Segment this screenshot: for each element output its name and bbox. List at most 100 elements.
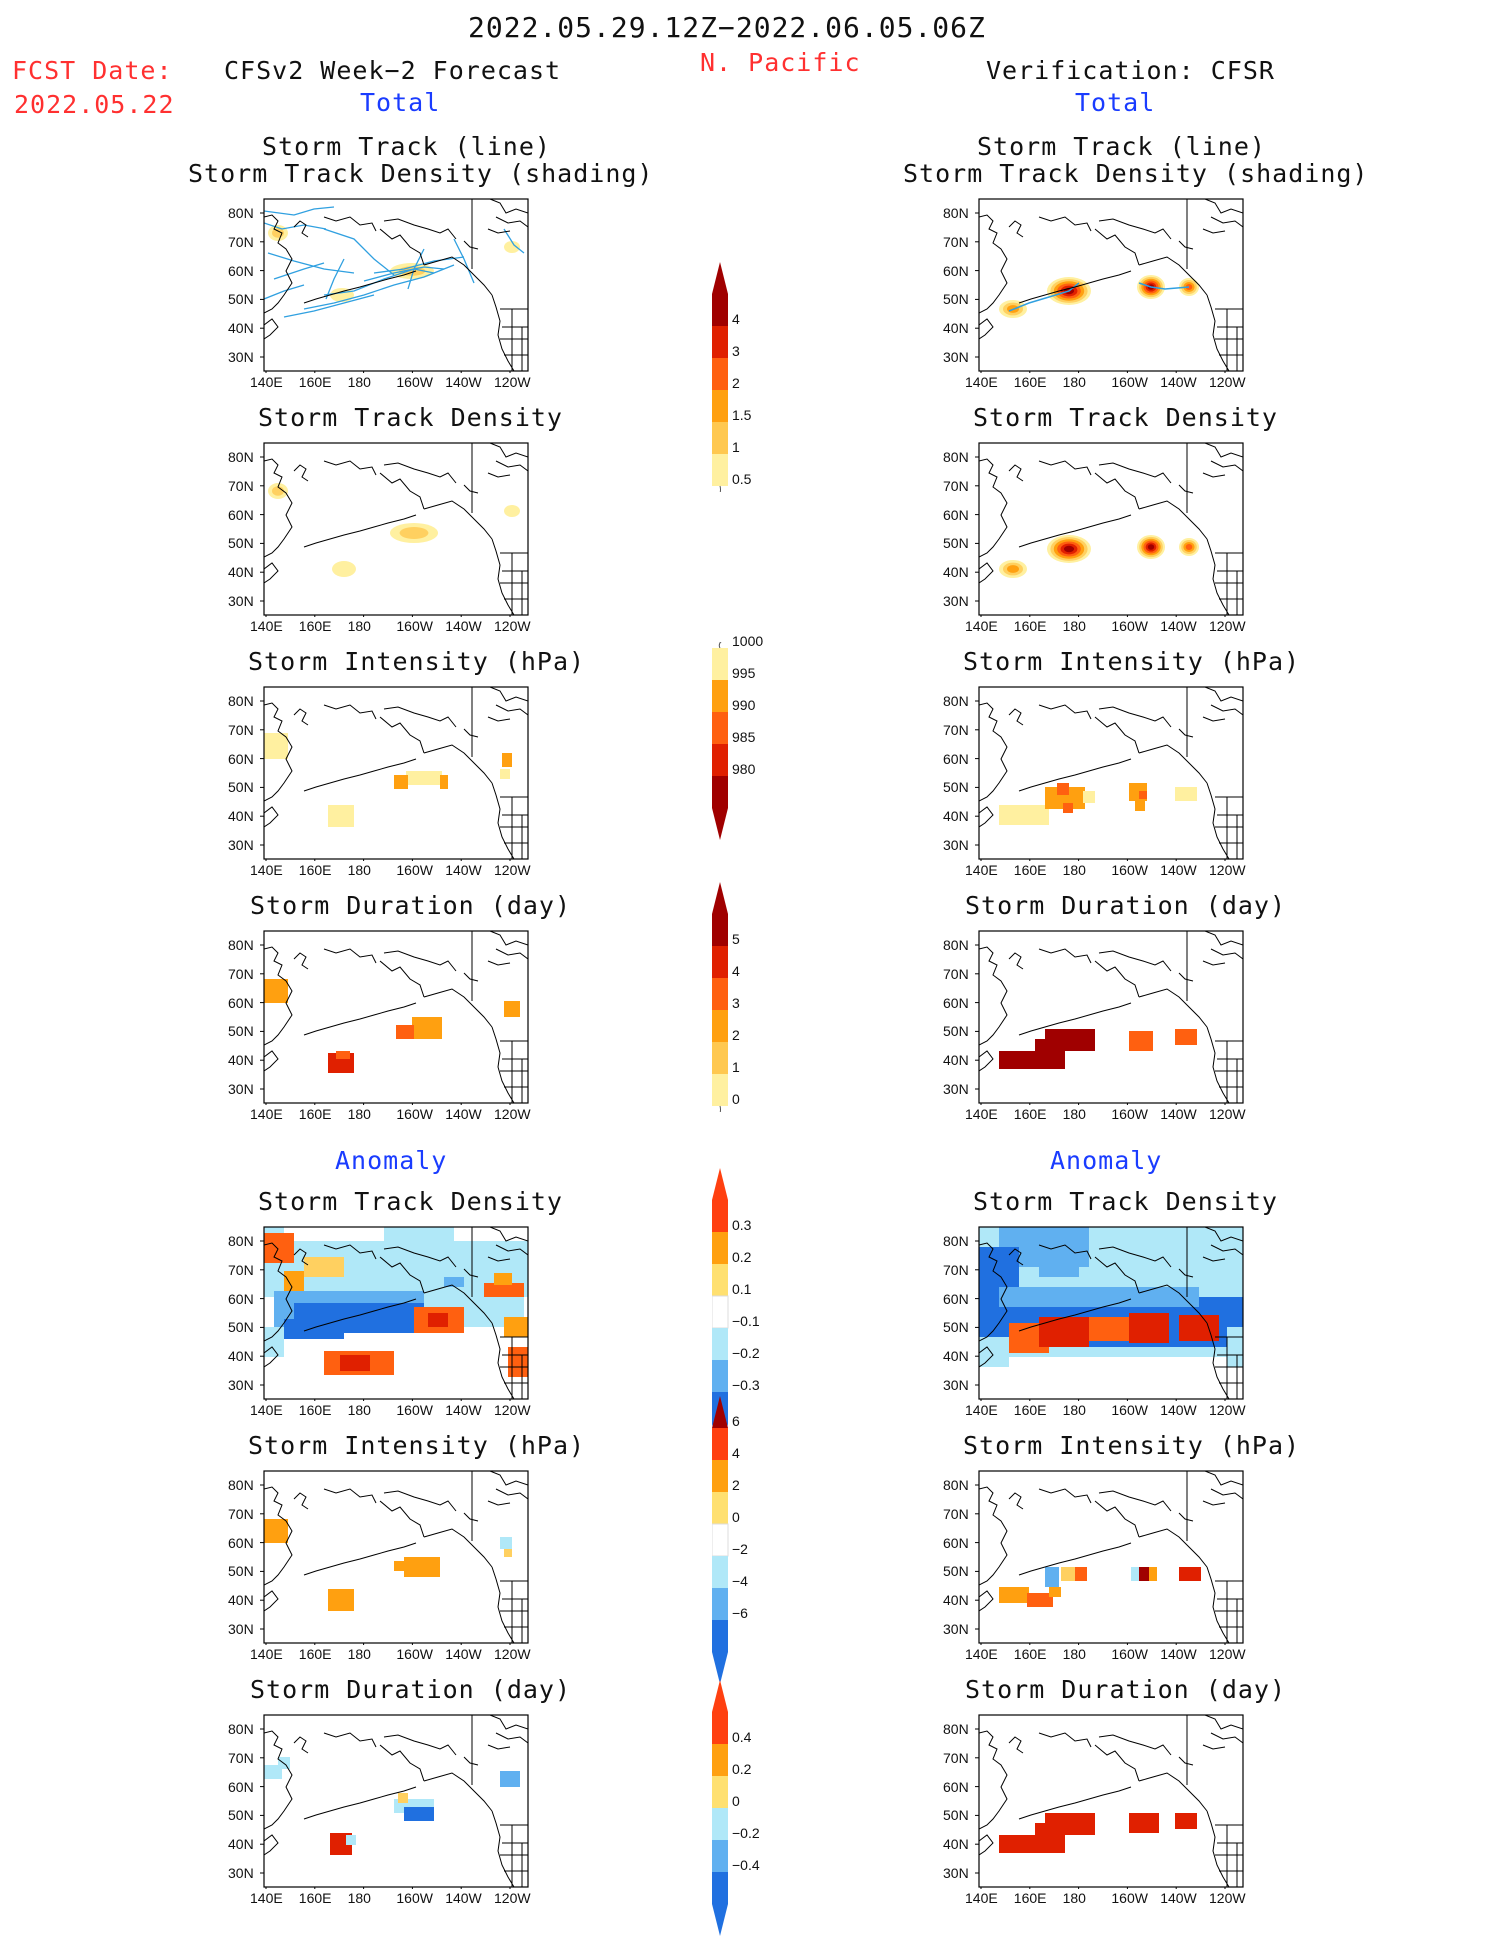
coastline — [293, 1736, 309, 1754]
lon-tick-label: 140W — [445, 1402, 482, 1418]
period-title: 2022.05.29.12Z−2022.06.05.06Z — [468, 11, 986, 44]
lat-tick-label: 70N — [228, 965, 254, 982]
lon-tick-label: 120W — [494, 1890, 531, 1906]
coastline — [1202, 1744, 1226, 1750]
lon-tick-label: 160W — [1111, 1106, 1148, 1122]
coastline — [489, 931, 528, 946]
lat-tick-label: 70N — [943, 965, 969, 982]
shaded-cell — [440, 775, 448, 789]
lon-tick-label: 120W — [1209, 1402, 1246, 1418]
coastline — [303, 1542, 417, 1576]
lat-tick-label: 30N — [943, 1081, 969, 1097]
coastline — [1038, 1244, 1092, 1260]
colorbar-label: 980 — [732, 761, 756, 777]
coastline — [979, 1050, 994, 1072]
shaded-cell — [396, 1025, 414, 1039]
colorbar-label: 0.2 — [732, 1249, 752, 1265]
colorbar-label: 1 — [732, 439, 740, 455]
coastline — [264, 702, 293, 802]
coastline — [264, 1834, 279, 1856]
lon-tick-label: 120W — [1209, 374, 1246, 390]
shaded-cell — [494, 1273, 512, 1285]
colorbar-swatch — [712, 454, 728, 486]
lat-tick-label: 80N — [228, 1477, 254, 1493]
lat-tick-label: 30N — [228, 1621, 254, 1637]
coastline — [1178, 1268, 1194, 1278]
coastline — [1210, 948, 1243, 960]
coastline — [1202, 228, 1226, 234]
coastline — [264, 318, 279, 340]
coastline — [487, 228, 511, 234]
coastline — [383, 218, 457, 240]
lon-tick-label: 180 — [347, 1106, 371, 1122]
coastline — [264, 1486, 293, 1586]
lat-tick-label: 70N — [228, 1505, 254, 1522]
lon-tick-label: 140W — [1160, 1646, 1197, 1662]
lat-tick-label: 60N — [943, 994, 969, 1011]
coastline — [1204, 1227, 1243, 1242]
lon-tick-label: 140W — [1160, 374, 1197, 390]
lon-tick-label: 160E — [1013, 862, 1047, 878]
shaded-cell — [1135, 799, 1145, 811]
coastline — [1204, 443, 1243, 458]
lon-tick-label: 140W — [1160, 1106, 1197, 1122]
map-forecast-track-density-lines: 80N 70N 60N 50N 40N 30N 140E 160E 180 160W 140W 120… — [216, 197, 578, 389]
map-frame — [263, 1226, 529, 1400]
map-frame — [263, 1714, 529, 1888]
coastline — [1204, 931, 1243, 946]
coastline — [1094, 1500, 1140, 1538]
map-frame — [263, 1470, 529, 1644]
shaded-cell — [328, 805, 354, 827]
storm-track-line — [264, 222, 327, 230]
coastline — [487, 1744, 511, 1750]
colorbar-swatch — [712, 680, 728, 712]
coastline — [489, 199, 528, 214]
lat-tick-label: 50N — [943, 1807, 969, 1824]
lat-tick-label: 40N — [943, 1052, 969, 1069]
lat-tick-label: 80N — [943, 1477, 969, 1493]
shaded-cell — [428, 1313, 448, 1327]
lon-tick-label: 140W — [1160, 862, 1197, 878]
left-p3-title: Storm Intensity (hPa) — [248, 647, 586, 676]
right-p1-title-2: Storm Track Density (shading) — [903, 159, 1369, 188]
lon-tick-label: 180 — [1062, 1106, 1086, 1122]
coastline — [1178, 972, 1194, 982]
coastline — [383, 1246, 457, 1268]
coastline — [379, 472, 425, 510]
colorbar-swatch — [712, 1200, 728, 1232]
coastline — [1094, 1256, 1140, 1294]
coastline — [495, 1488, 528, 1500]
colorbar-swatch — [712, 1620, 728, 1652]
coastline — [1038, 948, 1092, 964]
coastline — [293, 220, 309, 238]
colorbar-label: 0 — [732, 1091, 740, 1107]
coastline — [491, 1566, 515, 1643]
coastline — [379, 716, 425, 754]
coastline — [323, 1244, 377, 1260]
lon-tick-label: 160W — [396, 1106, 433, 1122]
coastline — [1178, 1512, 1194, 1522]
shaded-cell — [328, 1589, 354, 1611]
lat-tick-label: 30N — [228, 349, 254, 365]
coastline — [379, 960, 425, 998]
coastline — [495, 1732, 528, 1744]
left-p5-title: Storm Track Density — [258, 1187, 563, 1216]
shaded-cell — [394, 775, 408, 789]
density-contour — [1185, 544, 1193, 550]
coastline — [979, 806, 994, 828]
colorbar-swatch — [712, 946, 728, 978]
colorbar-swatch — [712, 1264, 728, 1296]
shaded-cell — [1139, 1567, 1149, 1581]
lon-tick-label: 180 — [347, 1646, 371, 1662]
colorbar-label: −2 — [732, 1541, 748, 1557]
map-verification-track-density-anomaly: 80N 70N 60N 50N 40N 30N 140E 160E 180 160W 140W 120… — [931, 1225, 1293, 1417]
shaded-cell — [1045, 1029, 1095, 1051]
colorbar-duration-anomaly: 0.4 0.2 0 −0.2 −0.4 — [712, 1680, 760, 1940]
coastline — [979, 214, 1008, 314]
coastline — [264, 1050, 279, 1072]
coastline — [303, 270, 417, 304]
map-frame — [263, 930, 529, 1104]
lat-tick-label: 30N — [228, 593, 254, 609]
colorbar-label: 985 — [732, 729, 756, 745]
lon-tick-label: 140W — [445, 618, 482, 634]
